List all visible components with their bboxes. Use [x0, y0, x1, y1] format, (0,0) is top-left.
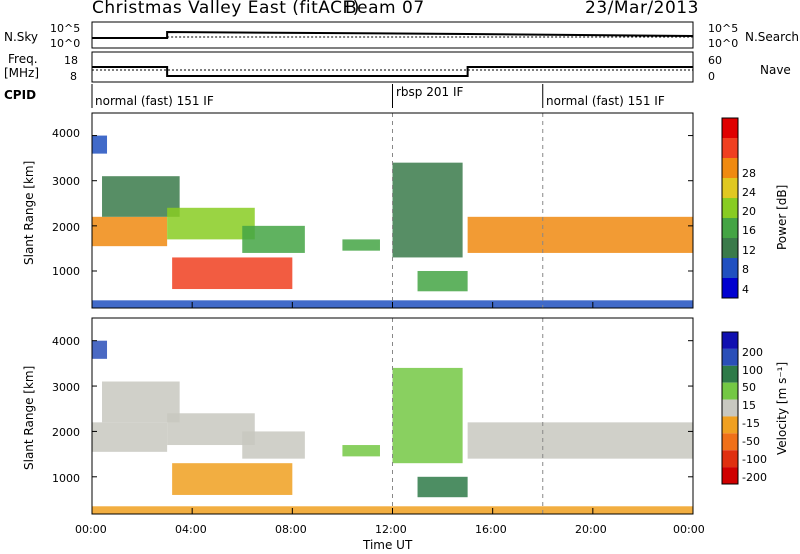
power-cbtick-28: 28: [742, 167, 756, 180]
velocity-echo-descend-1: [392, 367, 463, 464]
power-ytick-2000: 2000: [52, 221, 80, 234]
nsky-label: N.Sky: [4, 30, 39, 44]
velocity-ytick-2000: 2000: [52, 426, 80, 439]
nave-tick-top: 60: [708, 54, 722, 67]
nsky-tick-bottom: 10^0: [50, 37, 81, 50]
power-colorbar-frame: [721, 117, 739, 299]
xtick-4: 16:00: [475, 523, 507, 536]
power-colorbar-swatch-7: [722, 258, 738, 278]
nsearch-tick-top: 10^5: [708, 22, 739, 35]
freq-tick-top: 18: [64, 54, 78, 67]
velocity-echo-descend-2: [417, 476, 468, 498]
nave-label: Nave: [760, 63, 791, 77]
power-cbtick-20: 20: [742, 205, 756, 218]
velocity-colorbar-frame: [721, 331, 739, 485]
nave-tick-bottom: 0: [708, 70, 715, 83]
velocity-colorbar-swatch-6: [722, 433, 738, 451]
vel-cbtick-200: 200: [742, 346, 763, 359]
cpid-segment-1: normal (fast) 151 IF: [95, 94, 214, 108]
velocity-echo-early-far: [92, 340, 108, 359]
freq-tick-bottom: 8: [70, 70, 77, 83]
power-echo-descend-1: [392, 162, 463, 258]
xaxis-label: Time UT: [363, 538, 413, 552]
velocity-colorbar-swatch-4: [722, 399, 738, 417]
vel-cbtick-100: 100: [742, 364, 763, 377]
freq-unit-label: [MHz]: [4, 66, 40, 80]
power-echo-ridge: [242, 225, 305, 253]
frequency-line: [92, 66, 693, 77]
power-colorbar-swatch-2: [722, 158, 738, 178]
xtick-1: 04:00: [175, 523, 207, 536]
power-colorbar-swatch-3: [722, 178, 738, 198]
velocity-echo-inner-band: [92, 422, 168, 452]
power-cbtick-12: 12: [742, 244, 756, 257]
velocity-echo-evening-band: [467, 422, 693, 459]
velocity-colorbar-swatch-1: [722, 348, 738, 366]
cpid-label: CPID: [4, 88, 37, 102]
power-ytick-1000: 1000: [52, 265, 80, 278]
xtick-6: 00:00: [673, 523, 705, 536]
cpid-segment-3: normal (fast) 151 IF: [546, 94, 665, 108]
velocity-echo-upper-arc: [102, 381, 180, 423]
velocity-echo-ridge: [242, 431, 305, 459]
power-echo-early-far: [92, 135, 108, 154]
power-echo-upper-arc: [102, 176, 180, 217]
power-colorbar-swatch-4: [722, 198, 738, 218]
velocity-colorbar-swatch-3: [722, 382, 738, 400]
power-cbtick-4: 4: [742, 283, 749, 296]
power-cbtick-8: 8: [742, 263, 749, 276]
power-echo-strong-near: [172, 257, 293, 290]
power-echo-descend-2: [417, 270, 468, 292]
date-label: 23/Mar/2013: [585, 0, 699, 18]
velocity-echo-patch-1045: [342, 445, 380, 457]
power-cbtick-24: 24: [742, 186, 756, 199]
vel-cbtick-m200: -200: [742, 471, 767, 484]
velocity-colorbar-swatch-7: [722, 450, 738, 468]
vel-cbtick-m100: -100: [742, 453, 767, 466]
nsky-tick-top: 10^5: [50, 22, 81, 35]
power-colorbar-swatch-0: [722, 118, 738, 138]
vel-cbtick-15: 15: [742, 399, 756, 412]
cpid-segment-2: rbsp 201 IF: [396, 85, 464, 99]
xtick-0: 00:00: [75, 523, 107, 536]
velocity-ytick-3000: 3000: [52, 381, 80, 394]
velocity-ytick-1000: 1000: [52, 472, 80, 485]
station-title: Christmas Valley East (fitACF): [92, 0, 360, 18]
vel-cbtick-50: 50: [742, 381, 756, 394]
power-ytick-3000: 3000: [52, 175, 80, 188]
velocity-colorbar-swatch-2: [722, 365, 738, 383]
power-colorbar-swatch-8: [722, 278, 738, 298]
velocity-colorbar-swatch-0: [722, 332, 738, 349]
power-ytick-4000: 4000: [52, 127, 80, 140]
power-echo-inner-band: [92, 216, 168, 247]
velocity-colorbar-swatch-5: [722, 416, 738, 434]
power-echo-evening-band: [467, 216, 693, 253]
nsearch-label: N.Search: [745, 30, 800, 44]
xtick-2: 08:00: [275, 523, 307, 536]
nsky-line: [92, 30, 694, 39]
power-colorbar-swatch-5: [722, 218, 738, 238]
freq-label: Freq.: [8, 52, 38, 66]
nsearch-tick-bottom: 10^0: [708, 37, 739, 50]
power-echo-morning-band: [167, 207, 255, 240]
velocity-colorbar-swatch-8: [722, 467, 738, 484]
power-colorbar-swatch-1: [722, 138, 738, 158]
power-colorbar-swatch-6: [722, 238, 738, 258]
velocity-echo-strong-near: [172, 463, 293, 495]
beam-label: Beam 07: [345, 0, 425, 18]
vel-cbtick-m15: -15: [742, 417, 760, 430]
xtick-3: 12:00: [375, 523, 407, 536]
velocity-echo-morning-band: [167, 413, 255, 446]
xtick-5: 20:00: [575, 523, 607, 536]
velocity-ytick-4000: 4000: [52, 335, 80, 348]
vel-cbtick-m50: -50: [742, 435, 760, 448]
power-cbtick-16: 16: [742, 224, 756, 237]
power-echo-patch-1045: [342, 239, 380, 251]
